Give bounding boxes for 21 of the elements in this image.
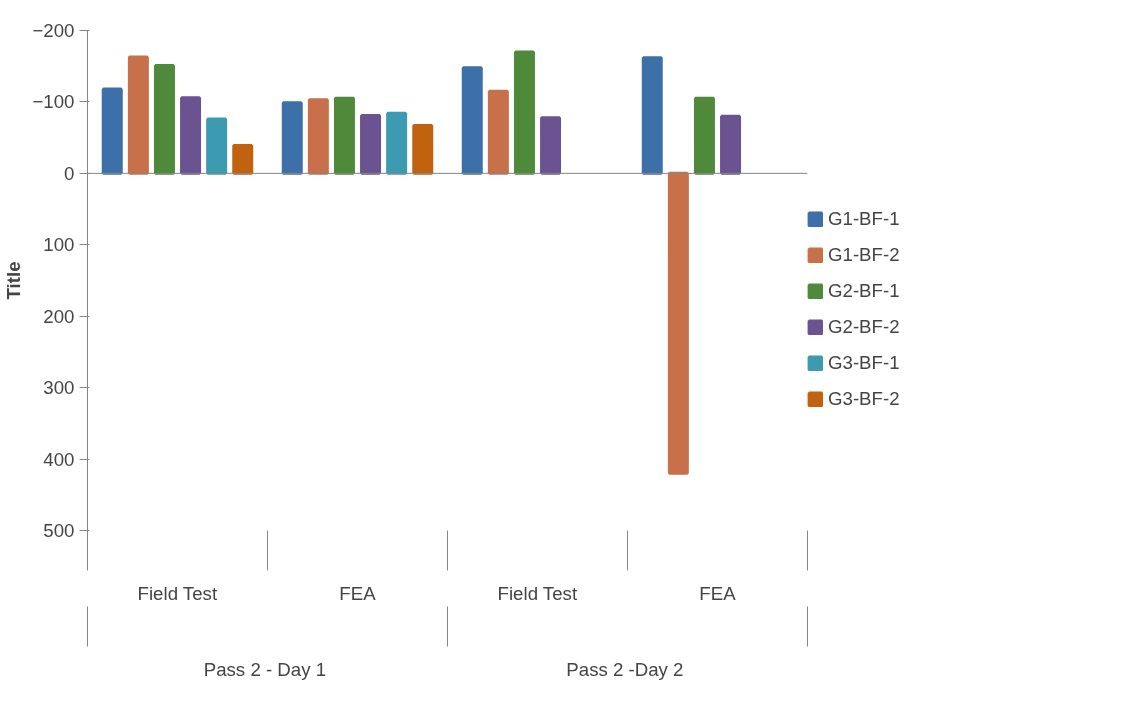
y-tick-label: 500 xyxy=(43,520,75,541)
x-tick-label: Field Test xyxy=(497,582,578,604)
legend-label: G3-BF-1 xyxy=(828,352,900,374)
y-tick-label: −200 xyxy=(32,20,75,41)
x-tick-label: FEA xyxy=(699,582,737,604)
legend-label: G2-BF-1 xyxy=(828,280,900,302)
x-tick-label: Field Test xyxy=(137,582,218,604)
y-tick-label: 100 xyxy=(43,234,75,256)
y-tick-label: 400 xyxy=(43,448,75,470)
legend-label: G1-BF-1 xyxy=(828,208,900,230)
y-axis-title: Title xyxy=(3,261,25,300)
text: Pass 2 - Day 1 xyxy=(203,658,327,680)
x-tick-label: FEA xyxy=(339,582,377,604)
legend-label: G1-BF-2 xyxy=(828,244,900,266)
y-tick-label: 200 xyxy=(43,305,75,327)
y-tick-label: 0 xyxy=(64,162,75,184)
legend-label: G2-BF-2 xyxy=(828,316,900,338)
text: Pass 2 -Day 2 xyxy=(566,658,684,680)
legend-label: G3-BF-2 xyxy=(828,388,900,410)
y-tick-label: −100 xyxy=(32,91,75,113)
y-tick-label: 300 xyxy=(43,377,75,399)
